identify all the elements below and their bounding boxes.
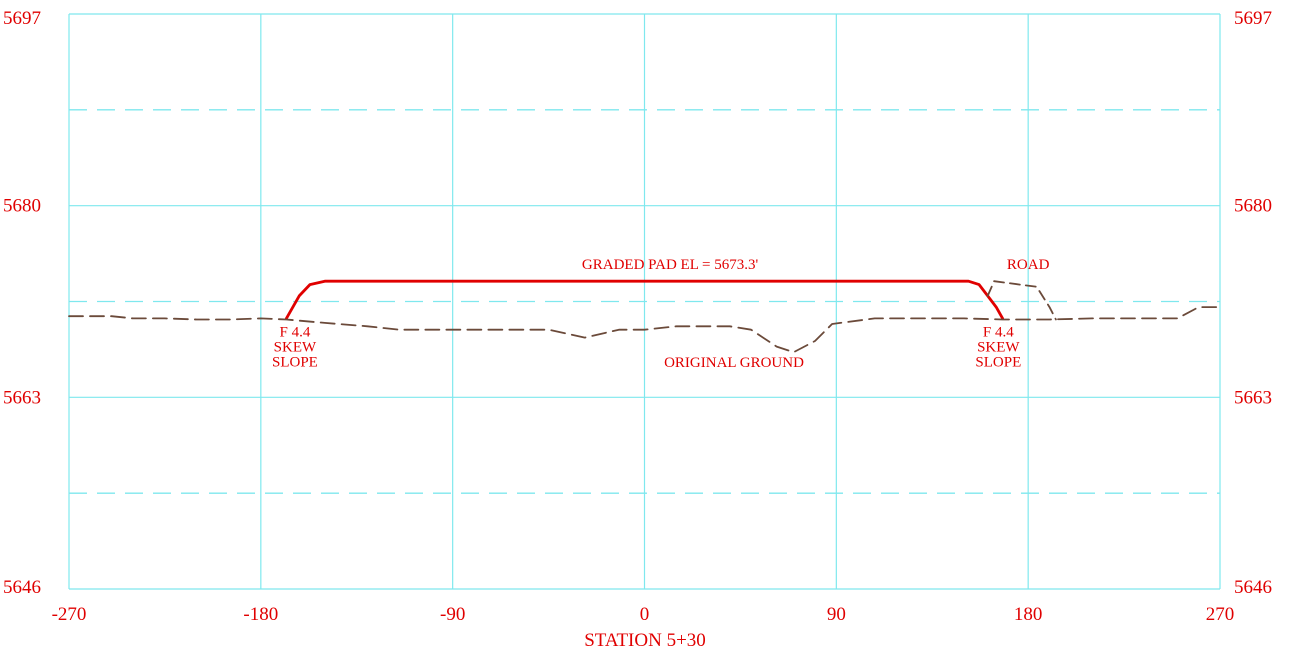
annotation-line: F 4.4 — [280, 324, 311, 340]
annotation-slope-left: F 4.4 SKEW SLOPE — [272, 324, 318, 370]
y-tick-label-left: 5697 — [3, 8, 41, 29]
annotation-line: SKEW — [274, 339, 317, 355]
annotation-slope-right: F 4.4 SKEW SLOPE — [975, 324, 1021, 370]
annotation-ground: ORIGINAL GROUND — [664, 355, 804, 371]
x-tick-label: 0 — [640, 604, 650, 625]
x-tick-label: 270 — [1206, 604, 1235, 625]
x-axis-labels: -270 -180 -90 0 90 180 270 — [52, 604, 1235, 625]
x-tick-label: -90 — [440, 604, 465, 625]
x-tick-label: -180 — [243, 604, 278, 625]
annotation-line: SLOPE — [272, 354, 318, 370]
annotation-line: SKEW — [977, 339, 1020, 355]
y-tick-label-right: 5663 — [1234, 387, 1272, 408]
y-tick-label-right: 5646 — [1234, 577, 1272, 598]
y-axis-right-labels: 5697 5680 5663 5646 — [1234, 8, 1272, 598]
major-gridlines — [68, 13, 1221, 590]
y-tick-label-right: 5697 — [1234, 8, 1272, 29]
x-tick-label: 90 — [827, 604, 846, 625]
road-line — [986, 280, 1057, 321]
annotation-pad: GRADED PAD EL = 5673.3' — [582, 257, 759, 273]
series-layer — [68, 279, 1221, 354]
y-tick-label-right: 5680 — [1234, 196, 1272, 217]
x-tick-label: -270 — [52, 604, 87, 625]
y-tick-label-left: 5646 — [3, 577, 41, 598]
ground-line — [68, 306, 1221, 354]
x-axis-label: STATION 5+30 — [584, 630, 706, 651]
y-axis-left-labels: 5697 5680 5663 5646 — [3, 8, 41, 598]
annotation-road: ROAD — [1007, 257, 1050, 273]
annotation-line: F 4.4 — [983, 324, 1014, 340]
annotations: GRADED PAD EL = 5673.3' ROAD ORIGINAL GROU… — [272, 257, 1050, 371]
y-tick-label-left: 5680 — [3, 196, 41, 217]
annotation-line: SLOPE — [975, 354, 1021, 370]
y-tick-label-left: 5663 — [3, 387, 41, 408]
x-tick-label: 180 — [1014, 604, 1043, 625]
